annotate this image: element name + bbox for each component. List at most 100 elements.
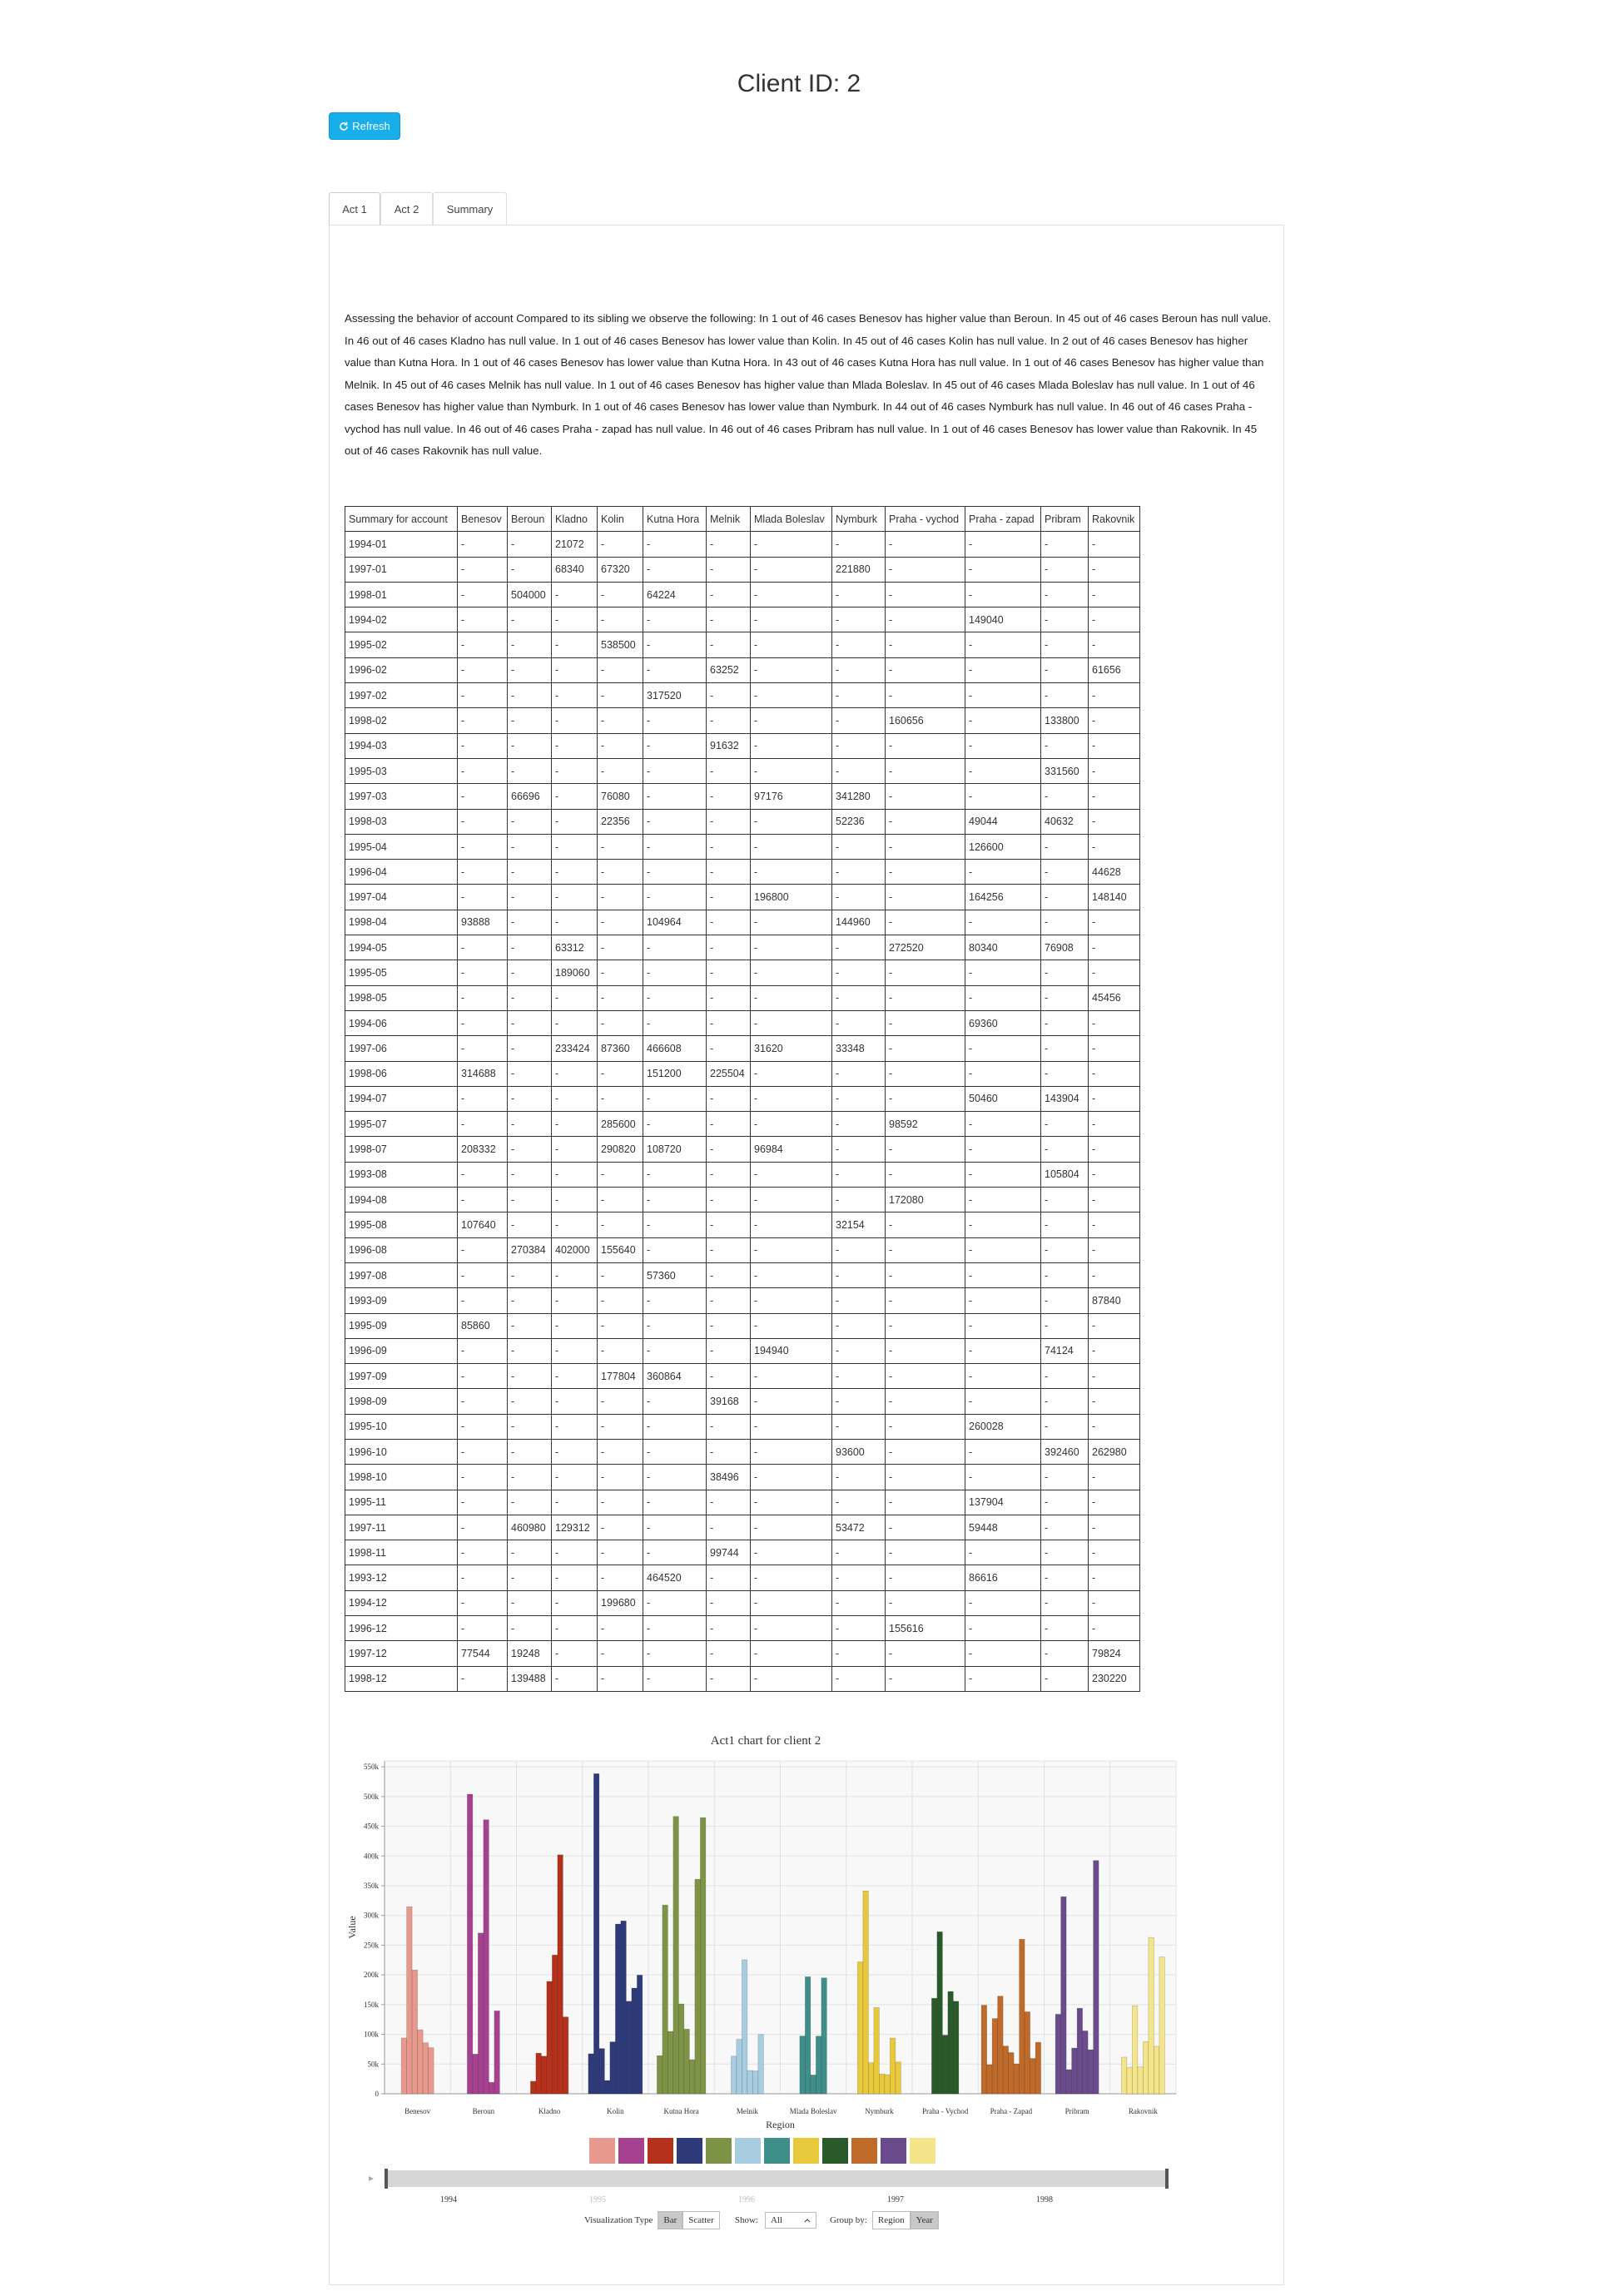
row-label: 1995-02 [345,632,458,658]
table-cell: - [750,556,832,583]
table-cell: - [1088,1035,1140,1062]
table-cell: - [885,657,965,684]
table-cell: - [551,1489,598,1515]
table-row: 1998-04 93888- - -104964- -144960- - - - [345,909,1140,936]
x-tick-label: Kolin [607,2107,624,2115]
table-cell: - [457,1237,508,1263]
table-cell: - [551,1287,598,1314]
table-cell: 464520 [643,1565,707,1591]
y-tick-label: 0 [375,2090,380,2098]
bar [552,1954,558,2095]
bar [467,1793,474,2095]
table-cell: - [1040,909,1089,936]
table-cell: - [457,1438,508,1465]
slider-tick-label: 1997 [887,2195,904,2204]
table-cell: - [1088,1187,1140,1213]
bar [604,2080,611,2095]
slider-handle[interactable] [385,2169,388,2189]
table-cell: - [750,1489,832,1515]
slider-handle[interactable] [1165,2169,1169,2189]
table-cell: 155616 [885,1615,965,1642]
option-button[interactable]: Year [910,2211,939,2229]
table-cell: - [457,1111,508,1138]
table-cell: - [750,1589,832,1617]
table-cell: - [1088,1540,1140,1566]
table-cell: - [1088,1111,1140,1138]
table-cell: - [507,1111,552,1138]
table-cell: 87360 [597,1035,643,1062]
table-cell: - [750,909,832,936]
bar [947,1991,954,2095]
table-cell: - [643,632,707,658]
bar [895,2061,901,2095]
legend-swatch [793,2138,819,2164]
bar [483,1819,489,2095]
table-cell: - [507,607,552,633]
slider-tick-label: 1995 [589,2195,606,2204]
show-select[interactable]: All [764,2212,816,2229]
table-cell: - [457,960,508,986]
refresh-label: Refresh [352,120,390,132]
tab[interactable]: Summary [433,192,507,226]
table-cell: 148140 [1088,884,1140,910]
bar [1060,1896,1067,2095]
table-cell: - [750,1413,832,1440]
table-cell: - [1040,783,1089,810]
table-cell: 96984 [750,1136,832,1163]
table-cell: 341280 [831,783,886,810]
table-cell: - [706,1161,751,1188]
table-cell: - [643,1540,707,1566]
bar [1019,1938,1025,2095]
table-cell: - [1088,1464,1140,1490]
row-label: 1997-06 [345,1035,458,1062]
table-cell: - [965,1363,1041,1390]
table-row: 1995-08 107640- - - - - -32154- - - - [345,1212,1140,1238]
option-button[interactable]: Scatter [682,2211,720,2229]
table-cell: - [507,531,552,558]
table-cell: - [750,1161,832,1188]
row-label: 1998-09 [345,1388,458,1415]
table-row: 1994-06- - - - - - - - -69360- - [345,1009,1140,1037]
table-cell: - [643,1615,707,1642]
column-header: Beroun [507,505,552,533]
table-cell: 164256 [965,884,1041,910]
table-cell: - [965,1262,1041,1289]
table-cell: - [597,531,643,558]
refresh-button[interactable]: Refresh [329,112,400,140]
bar [736,2039,742,2095]
table-cell: - [1088,1388,1140,1415]
table-cell: - [1088,1413,1140,1440]
table-cell: - [750,1262,832,1289]
table-cell: - [750,657,832,684]
table-row: 1998-12-139488- - - - - - - - -230220 [345,1665,1140,1692]
table-cell: - [551,984,598,1011]
table-cell: - [551,1589,598,1617]
tab[interactable]: Act 2 [380,192,433,226]
tab[interactable]: Act 1 [329,192,380,226]
y-tick-label: 200k [364,1971,380,1979]
table-cell: - [551,1085,598,1113]
table-cell: - [831,1111,886,1138]
table-cell: 133800 [1040,707,1089,734]
caret [804,2219,811,2223]
table-cell: - [706,1615,751,1642]
table-cell: 129312 [551,1514,598,1541]
table-cell: - [885,1212,965,1238]
table-cell: - [551,1565,598,1591]
option-button[interactable]: Bar [658,2211,683,2229]
table-cell: - [885,757,965,785]
option-button[interactable]: Region [871,2211,911,2229]
description: Assessing the behavior of account Compar… [345,312,1272,457]
bar [1076,2007,1083,2095]
table-cell: - [965,859,1041,885]
table-cell: - [643,1337,707,1365]
table-cell: - [457,732,508,759]
table-cell: - [706,757,751,785]
table-cell: - [706,607,751,633]
table-cell: - [885,1009,965,1037]
table-cell: - [507,682,552,709]
table-cell: - [1040,1312,1089,1339]
table-cell: - [597,935,643,961]
table-cell: - [1088,1237,1140,1263]
